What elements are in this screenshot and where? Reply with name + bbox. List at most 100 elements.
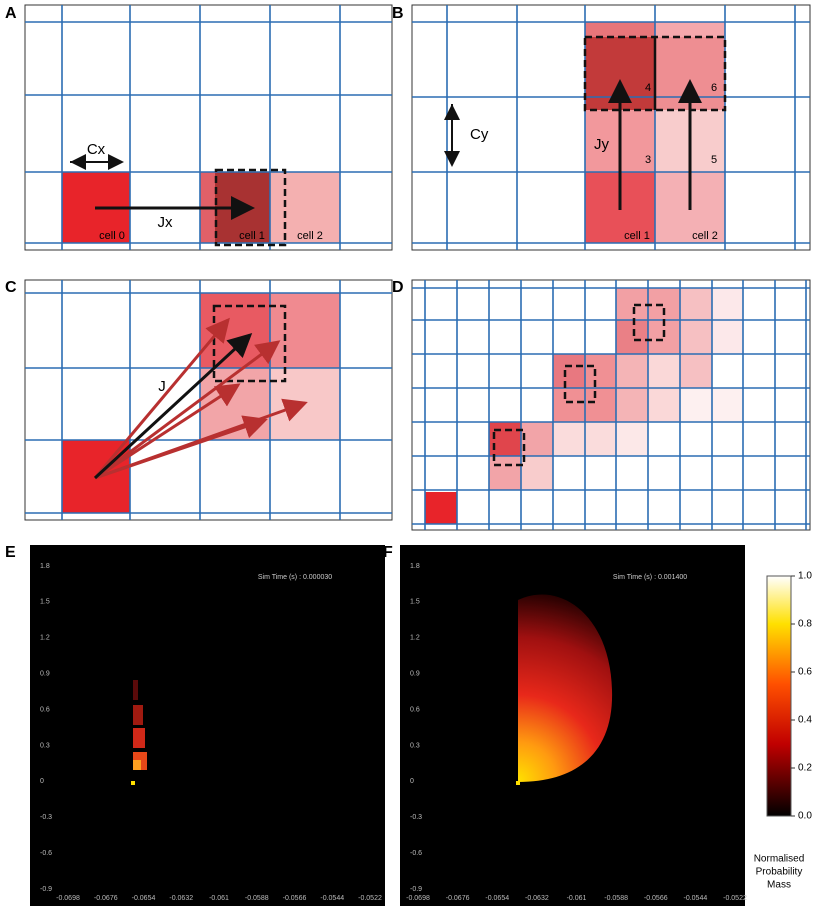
arrow	[93, 332, 253, 480]
x-tick-label: -0.0654	[485, 895, 509, 902]
cell	[270, 172, 340, 243]
y-tick-label: 0.6	[410, 706, 420, 713]
colorbar: 1.0 0.8 0.6 0.4 0.2 0.0 Normalised Probabilit…	[754, 571, 813, 891]
cell	[521, 456, 553, 490]
colorbar-tick-label: 0.0	[798, 811, 812, 822]
panel-d: D	[392, 279, 811, 531]
x-tick-label: -0.061	[209, 895, 229, 902]
y-tick-label: 0.3	[40, 742, 50, 749]
heat-region	[518, 594, 613, 782]
x-tick-label: -0.0588	[604, 895, 628, 902]
cell-number: 4	[645, 82, 651, 94]
cell	[270, 293, 340, 368]
x-tick-label: -0.0698	[406, 895, 430, 902]
label: Cx	[87, 141, 106, 158]
panel-f: F Sim Time (s) : 0.001400	[383, 544, 745, 906]
sim-time: Sim Time (s) : 0.000030	[258, 574, 332, 581]
cell	[521, 422, 553, 456]
colorbar-tick-label: 0.6	[798, 667, 812, 678]
heatmap-bg	[30, 545, 385, 906]
dashed-box	[563, 364, 597, 404]
panel-c: C J	[5, 279, 393, 521]
cell	[712, 288, 743, 354]
y-tick-label: 0	[410, 778, 414, 785]
x-tick-label: -0.0566	[644, 895, 668, 902]
cell-label: cell 2	[692, 230, 718, 242]
x-tick-label: -0.0632	[525, 895, 549, 902]
cell	[489, 456, 521, 490]
x-tick-label: -0.0544	[684, 895, 708, 902]
y-tick-label: 0	[40, 778, 44, 785]
x-tick-label: -0.061	[567, 895, 587, 902]
colorbar-tick-label: 1.0	[798, 571, 812, 582]
cell-label: cell 1	[239, 230, 265, 242]
colorbar-tick-label: 0.2	[798, 763, 812, 774]
colorbar-tick-label: 0.4	[798, 715, 812, 726]
cell-number: 5	[711, 154, 717, 166]
x-tick-label: -0.0566	[283, 895, 307, 902]
panel-letter: A	[5, 5, 17, 22]
x-tick-label: -0.0654	[132, 895, 156, 902]
cell-label: cell 2	[297, 230, 323, 242]
dashed-box	[632, 303, 666, 342]
x-tick-label: -0.0676	[446, 895, 470, 902]
y-tick-label: 0.6	[40, 706, 50, 713]
arrows	[93, 317, 308, 480]
dashed-box	[214, 168, 287, 247]
heat-cell	[516, 781, 520, 785]
colorbar-label: Probability	[756, 867, 803, 878]
grid	[25, 280, 392, 520]
panel-letter: D	[392, 279, 404, 296]
y-tick-label: 1.5	[40, 599, 50, 606]
heat-cell	[133, 728, 145, 748]
cell	[616, 422, 648, 456]
heat-cell	[131, 781, 135, 785]
cell	[680, 288, 712, 388]
y-tick-label: -0.3	[410, 814, 422, 821]
cell	[616, 320, 648, 354]
cell	[425, 492, 457, 524]
y-tick-label: -0.9	[410, 886, 422, 893]
heat-cell	[133, 760, 141, 770]
x-tick-label: -0.0632	[169, 895, 193, 902]
y-tick-label: -0.6	[410, 850, 422, 857]
dashed-box	[492, 428, 526, 467]
colorbar-label: Normalised	[754, 854, 805, 865]
panel-b: B Cy Jy 3 4 5 6 cell 1 cell 2	[392, 4, 811, 251]
colorbar-gradient	[766, 575, 792, 817]
y-tick-label: 0.3	[410, 742, 420, 749]
sim-time: Sim Time (s) : 0.001400	[613, 574, 687, 581]
x-tick-label: -0.0676	[94, 895, 118, 902]
y-tick-label: 1.2	[40, 635, 50, 642]
cell-label: cell 0	[99, 230, 125, 242]
x-tick-label: -0.0698	[56, 895, 80, 902]
label: Jy	[594, 136, 610, 153]
x-tick-label: -0.0588	[245, 895, 269, 902]
label: J	[158, 378, 166, 395]
y-tick-label: -0.9	[40, 886, 52, 893]
y-tick-label: -0.6	[40, 850, 52, 857]
x-tick-label: -0.0522	[358, 895, 382, 902]
label: Cy	[470, 126, 489, 143]
colorbar-label: Mass	[767, 880, 791, 891]
y-tick-label: 1.2	[410, 635, 420, 642]
y-tick-label: -0.3	[40, 814, 52, 821]
colorbar-tick-label: 0.8	[798, 619, 812, 630]
x-tick-label: -0.0522	[723, 895, 747, 902]
y-tick-label: 1.5	[410, 599, 420, 606]
panel-a: A Cx Jx cell 0 cell 1 cell 2	[5, 4, 393, 251]
heat-cell	[133, 705, 143, 725]
grid	[412, 280, 810, 530]
y-tick-label: 0.9	[410, 671, 420, 678]
y-tick-label: 1.8	[40, 563, 50, 570]
panel-letter: B	[392, 5, 404, 22]
panel-e: E Sim Time (s) : 0.000030	[5, 544, 385, 906]
heat-cell	[133, 680, 138, 700]
panel-letter: F	[383, 544, 393, 561]
label: Jx	[158, 214, 174, 231]
cell-label: cell 1	[624, 230, 650, 242]
panel-letter: C	[5, 279, 17, 296]
y-tick-label: 0.9	[40, 671, 50, 678]
x-tick-label: -0.0544	[320, 895, 344, 902]
